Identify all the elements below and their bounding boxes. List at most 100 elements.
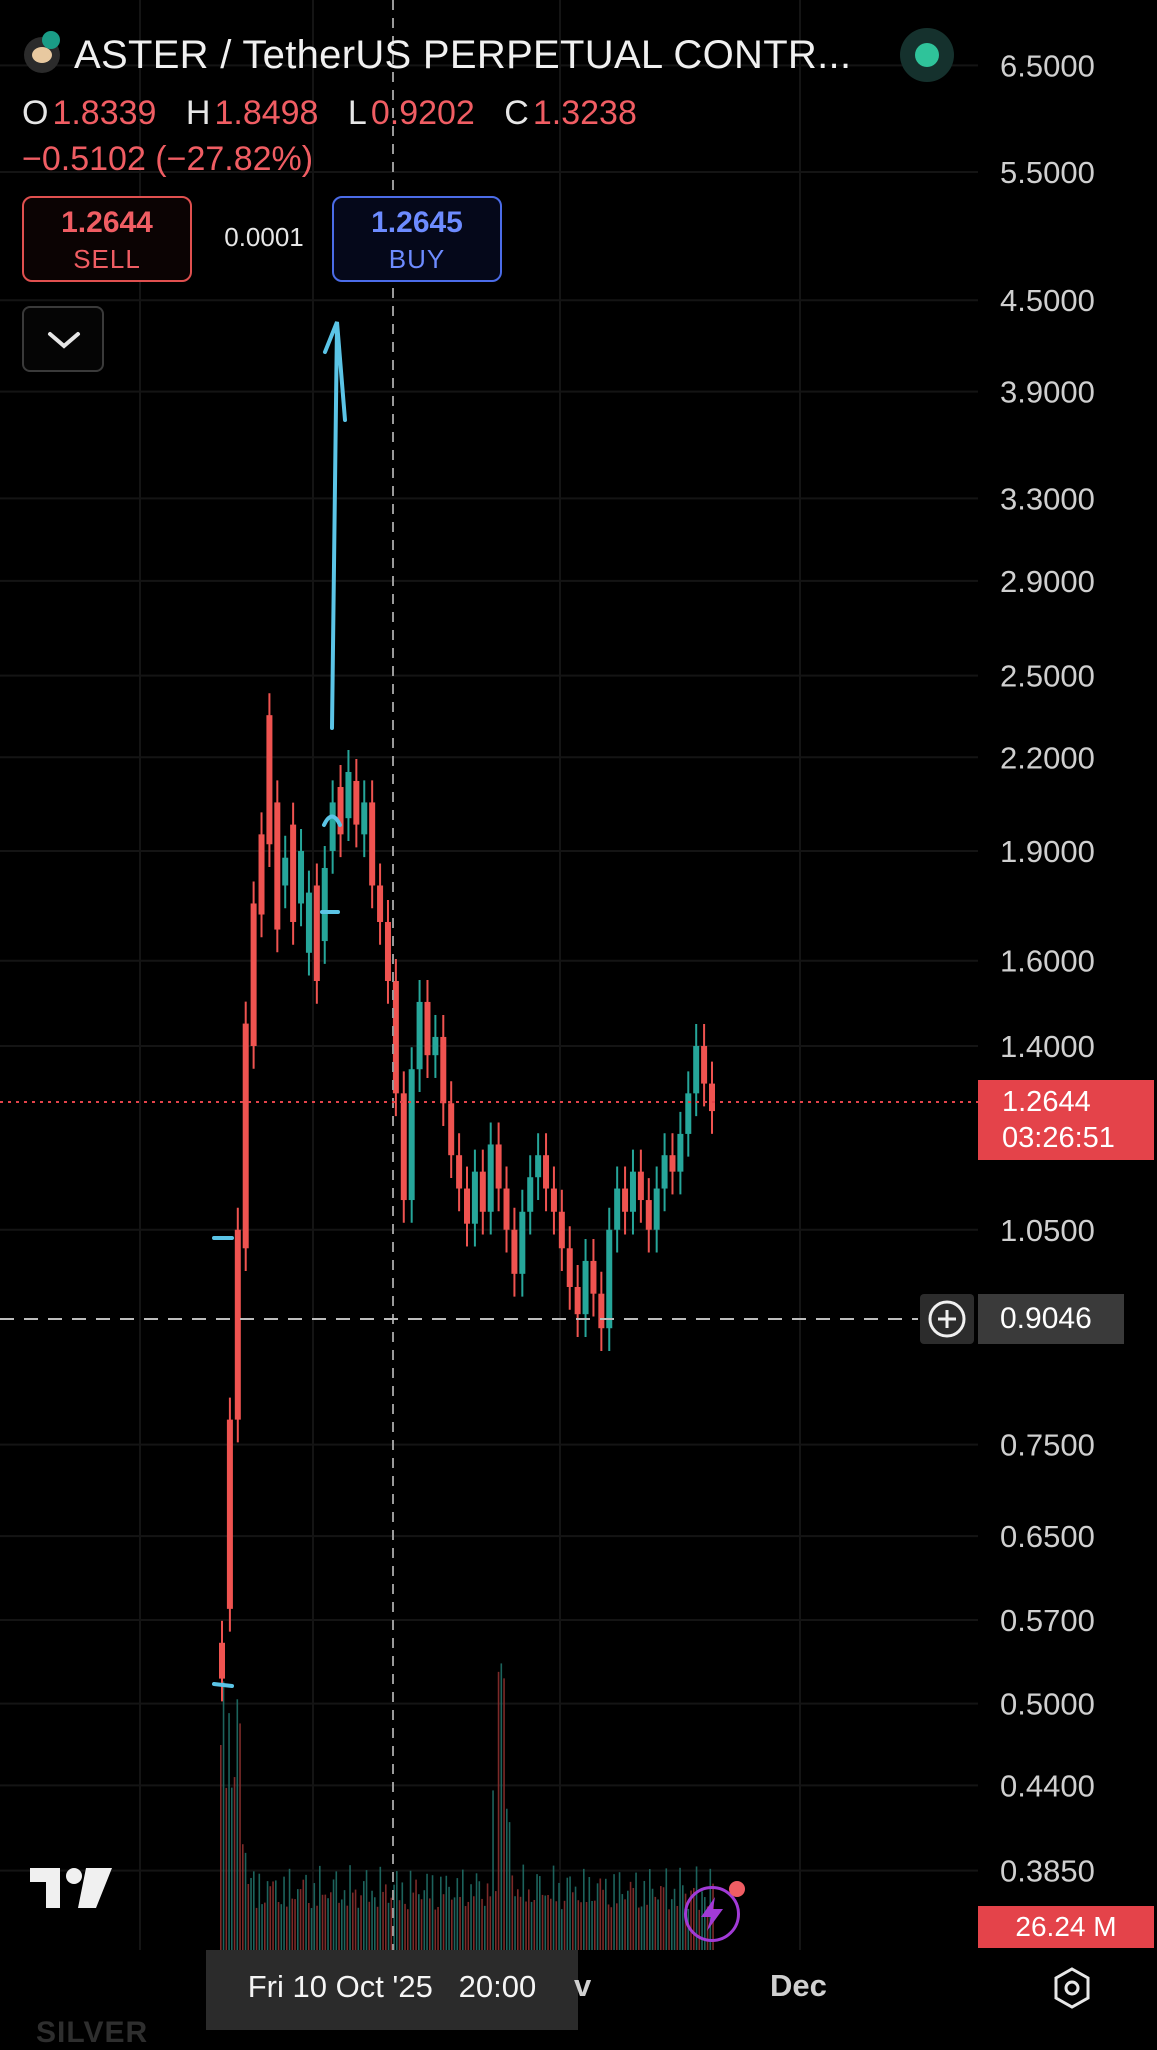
volume-bar xyxy=(470,1884,472,1950)
volume-bar xyxy=(583,1868,585,1950)
volume-bar xyxy=(431,1875,434,1950)
volume-bar xyxy=(283,1876,285,1950)
volume-bar xyxy=(492,1790,494,1950)
volume-bar xyxy=(415,1879,417,1950)
volume-bar xyxy=(288,1868,291,1950)
y-tick-label: 6.5000 xyxy=(1000,48,1095,83)
bolt-icon[interactable] xyxy=(684,1881,745,1942)
x-axis-label-partial: v xyxy=(574,1968,592,2003)
volume-bar xyxy=(544,1895,547,1950)
last-price-badge: 1.2644 03:26:51 xyxy=(978,1080,1154,1160)
candle-body xyxy=(258,834,265,915)
volume-bar xyxy=(371,1890,373,1950)
volume-bar xyxy=(368,1901,371,1950)
sell-button[interactable]: 1.2644 SELL xyxy=(22,196,192,282)
volume-bar xyxy=(269,1886,272,1950)
candle-body xyxy=(282,857,289,886)
volume-bar xyxy=(539,1876,541,1950)
volume-bar xyxy=(673,1888,676,1950)
candle-body xyxy=(456,1155,463,1189)
candle-body xyxy=(637,1171,644,1201)
volume-bar xyxy=(324,1894,327,1950)
ohlc-legend: O 1.8339 H 1.8498 L 0.9202 C 1.3238 xyxy=(22,94,657,133)
volume-bar xyxy=(363,1881,365,1950)
candle-body xyxy=(709,1083,715,1112)
volume-bar xyxy=(396,1871,398,1950)
volume-bar xyxy=(409,1870,412,1950)
volume-bar xyxy=(657,1899,659,1950)
volume-bar xyxy=(541,1894,544,1950)
candle-body xyxy=(622,1188,629,1212)
volume-badge: 26.24 M xyxy=(978,1906,1154,1948)
y-tick-label: 2.2000 xyxy=(1000,740,1095,775)
volume-bar xyxy=(360,1895,362,1950)
volume-bar xyxy=(478,1881,481,1950)
expand-legend-button[interactable] xyxy=(22,306,104,372)
volume-bar xyxy=(398,1900,401,1950)
add-alert-button[interactable] xyxy=(920,1294,974,1344)
volume-bar xyxy=(574,1886,577,1950)
volume-bar xyxy=(596,1883,599,1950)
volume-bar xyxy=(308,1902,310,1950)
volume-bar xyxy=(632,1887,635,1950)
volume-bar xyxy=(294,1899,296,1950)
symbol-title[interactable]: ASTER / TetherUS PERPETUAL CONTR... xyxy=(74,32,852,77)
volume-bar xyxy=(643,1880,646,1950)
volume-bar xyxy=(341,1899,343,1950)
volume-bar xyxy=(302,1879,305,1950)
volume-bar xyxy=(588,1877,591,1950)
volume-bar xyxy=(429,1898,431,1950)
y-tick-label: 4.5000 xyxy=(1000,283,1095,318)
volume-bar xyxy=(506,1808,508,1950)
volume-bar xyxy=(239,1723,241,1950)
volume-bar xyxy=(404,1903,406,1950)
candle-body xyxy=(250,903,257,1047)
candle-body xyxy=(234,1229,241,1420)
candle-body xyxy=(685,1093,692,1134)
volume-bar xyxy=(327,1898,329,1950)
volume-bar xyxy=(442,1894,445,1950)
y-tick-label: 3.3000 xyxy=(1000,481,1095,516)
volume-bar xyxy=(550,1898,552,1950)
candle-body xyxy=(400,1093,407,1201)
chart-header: ASTER / TetherUS PERPETUAL CONTR... O 1.8… xyxy=(0,0,1157,372)
volume-bar xyxy=(517,1889,519,1950)
candle-body xyxy=(519,1211,526,1274)
volume-bar xyxy=(528,1889,530,1950)
settings-icon[interactable] xyxy=(1050,1966,1094,2015)
volume-bar xyxy=(434,1909,437,1950)
candle-body xyxy=(432,1036,439,1056)
volume-bar xyxy=(585,1902,588,1950)
symbol-row[interactable]: ASTER / TetherUS PERPETUAL CONTR... xyxy=(24,30,851,80)
volume-bar xyxy=(561,1909,563,1950)
volume-bar xyxy=(621,1894,624,1950)
volume-bar xyxy=(475,1873,478,1950)
y-tick-label: 1.0500 xyxy=(1000,1213,1095,1248)
candle-body xyxy=(384,921,391,981)
volume-bar xyxy=(464,1906,467,1950)
y-tick-label: 0.6500 xyxy=(1000,1519,1095,1554)
candle-body xyxy=(440,1036,447,1104)
drawing-annotations xyxy=(212,321,347,1688)
volume-bar xyxy=(627,1890,629,1950)
volume-bars xyxy=(220,1663,714,1950)
volume-bar xyxy=(500,1663,503,1950)
volume-bar xyxy=(357,1907,360,1950)
volume-bar xyxy=(299,1889,302,1950)
volume-bar xyxy=(332,1879,335,1950)
volume-bar xyxy=(497,1671,500,1950)
volume-bar xyxy=(225,1787,228,1950)
tradingview-logo-icon[interactable] xyxy=(30,1868,112,1913)
volume-bar xyxy=(607,1904,610,1950)
volume-bar xyxy=(365,1870,368,1950)
y-tick-label: 0.5700 xyxy=(1000,1603,1095,1638)
candle-body xyxy=(590,1260,597,1294)
live-status-icon xyxy=(900,28,954,82)
close-label: C xyxy=(504,94,529,132)
volume-bar xyxy=(563,1900,566,1950)
buy-button[interactable]: 1.2645 BUY xyxy=(332,196,502,282)
candle-body xyxy=(274,802,281,930)
high-label: H xyxy=(185,94,211,132)
volume-bar xyxy=(423,1890,426,1950)
